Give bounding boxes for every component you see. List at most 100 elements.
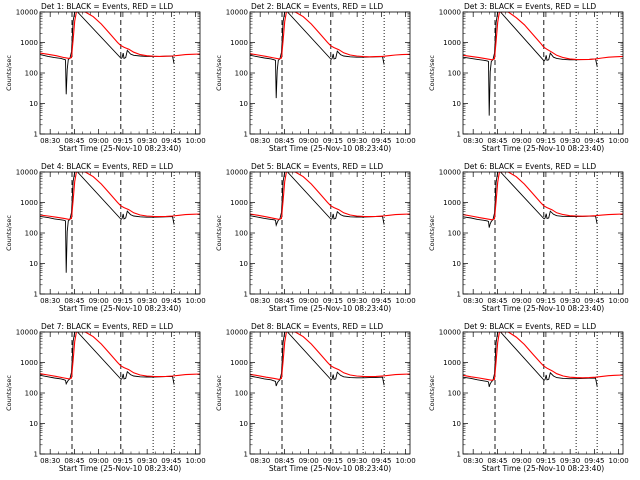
x-tick-label: 09:45 xyxy=(584,137,604,145)
x-tick-label: 08:45 xyxy=(487,137,507,145)
x-axis-label: Start Time (25-Nov-10 08:23:40) xyxy=(269,144,391,153)
series-line-events xyxy=(463,12,598,116)
x-tick-label: 10:00 xyxy=(186,457,206,465)
detector-panel-5: Det 5: BLACK = Events, RED = LLD 1 10 100 10… xyxy=(215,162,416,313)
y-tick-label: 10000 xyxy=(439,169,461,177)
x-tick-label: 10:00 xyxy=(396,137,416,145)
y-axis-label: Counts/sec xyxy=(5,55,13,91)
series-line-lld xyxy=(250,12,410,60)
y-tick-label: 10 xyxy=(452,260,461,268)
x-tick-label: 09:00 xyxy=(89,137,109,145)
panel-title: Det 9: BLACK = Events, RED = LLD xyxy=(464,322,596,331)
panel-title: Det 5: BLACK = Events, RED = LLD xyxy=(251,162,383,171)
y-tick-label: 1 xyxy=(457,451,461,459)
y-tick-label: 1000 xyxy=(230,39,248,47)
y-tick-label: 100 xyxy=(235,390,248,398)
y-tick-label: 1 xyxy=(34,131,38,139)
y-axis-label: Counts/sec xyxy=(5,375,13,411)
x-tick-label: 09:15 xyxy=(323,137,343,145)
y-tick-label: 10000 xyxy=(226,9,248,17)
y-tick-label: 10000 xyxy=(439,329,461,337)
x-tick-label: 09:45 xyxy=(584,297,604,305)
plot-frame xyxy=(249,171,411,295)
x-tick-label: 09:00 xyxy=(512,457,532,465)
x-tick-label: 08:30 xyxy=(40,297,60,305)
x-tick-label: 09:00 xyxy=(299,297,319,305)
x-axis-label: Start Time (25-Nov-10 08:23:40) xyxy=(59,464,181,473)
x-axis-label: Start Time (25-Nov-10 08:23:40) xyxy=(482,304,604,313)
x-tick-label: 09:30 xyxy=(137,297,157,305)
x-tick-label: 09:30 xyxy=(347,297,367,305)
x-axis-label: Start Time (25-Nov-10 08:23:40) xyxy=(269,304,391,313)
series-line-lld xyxy=(40,172,200,220)
y-tick-label: 10 xyxy=(452,100,461,108)
y-tick-label: 10000 xyxy=(226,169,248,177)
x-tick-label: 09:30 xyxy=(560,137,580,145)
series-group xyxy=(463,332,623,387)
series-group xyxy=(40,12,200,95)
y-axis-label: Counts/sec xyxy=(428,215,436,251)
plot-frame xyxy=(462,11,624,135)
series-line-lld xyxy=(40,332,200,380)
x-axis-label: Start Time (25-Nov-10 08:23:40) xyxy=(59,144,181,153)
plot-frame xyxy=(462,331,624,455)
y-tick-label: 1 xyxy=(34,291,38,299)
y-tick-label: 1000 xyxy=(20,359,38,367)
x-tick-label: 09:00 xyxy=(89,457,109,465)
x-tick-label: 09:00 xyxy=(512,137,532,145)
y-tick-label: 1000 xyxy=(230,359,248,367)
y-tick-label: 10 xyxy=(29,260,38,268)
x-tick-label: 08:30 xyxy=(463,137,483,145)
x-tick-label: 09:15 xyxy=(536,297,556,305)
series-line-lld xyxy=(250,332,410,380)
x-tick-label: 10:00 xyxy=(609,457,629,465)
y-tick-label: 1 xyxy=(244,291,248,299)
series-group xyxy=(463,172,623,228)
y-tick-label: 100 xyxy=(448,70,461,78)
x-tick-label: 09:30 xyxy=(560,297,580,305)
series-line-lld xyxy=(463,172,623,221)
x-tick-label: 08:30 xyxy=(250,297,270,305)
detector-panel-3: Det 3: BLACK = Events, RED = LLD 1 10 100 10… xyxy=(428,2,629,153)
y-tick-label: 100 xyxy=(25,230,38,238)
detector-panel-1: Det 1: BLACK = Events, RED = LLD 1 10 100 10… xyxy=(5,2,206,153)
x-tick-label: 09:30 xyxy=(137,457,157,465)
y-tick-label: 10000 xyxy=(16,329,38,337)
y-axis-label: Counts/sec xyxy=(428,375,436,411)
y-tick-label: 1 xyxy=(244,131,248,139)
detector-panel-8: Det 8: BLACK = Events, RED = LLD 1 10 100 10… xyxy=(215,322,416,473)
panel-title: Det 6: BLACK = Events, RED = LLD xyxy=(464,162,596,171)
plot-frame xyxy=(39,171,201,295)
plot-frame xyxy=(462,171,624,295)
plot-frame xyxy=(249,11,411,135)
y-tick-label: 100 xyxy=(448,390,461,398)
x-tick-label: 09:00 xyxy=(299,137,319,145)
x-tick-label: 09:45 xyxy=(161,457,181,465)
x-tick-label: 08:45 xyxy=(274,297,294,305)
x-tick-label: 09:30 xyxy=(347,457,367,465)
y-axis-label: Counts/sec xyxy=(215,215,223,251)
y-tick-label: 1 xyxy=(244,451,248,459)
x-tick-label: 08:45 xyxy=(64,457,84,465)
x-tick-label: 09:45 xyxy=(371,297,391,305)
series-line-lld xyxy=(463,12,623,61)
y-axis-label: Counts/sec xyxy=(215,375,223,411)
y-tick-label: 100 xyxy=(448,230,461,238)
y-tick-label: 1 xyxy=(34,451,38,459)
x-tick-label: 09:45 xyxy=(161,137,181,145)
series-line-events xyxy=(250,332,385,387)
panel-title: Det 7: BLACK = Events, RED = LLD xyxy=(41,322,173,331)
y-tick-label: 10000 xyxy=(226,329,248,337)
plot-frame xyxy=(39,11,201,135)
y-axis-label: Counts/sec xyxy=(215,55,223,91)
x-tick-label: 08:30 xyxy=(463,457,483,465)
y-tick-label: 10000 xyxy=(439,9,461,17)
x-tick-label: 09:15 xyxy=(536,457,556,465)
y-tick-label: 1000 xyxy=(230,199,248,207)
x-tick-label: 09:45 xyxy=(584,457,604,465)
detector-panel-6: Det 6: BLACK = Events, RED = LLD 1 10 100 10… xyxy=(428,162,629,313)
y-tick-label: 10 xyxy=(239,420,248,428)
x-tick-label: 10:00 xyxy=(186,137,206,145)
detector-panel-7: Det 7: BLACK = Events, RED = LLD 1 10 100 10… xyxy=(5,322,206,473)
